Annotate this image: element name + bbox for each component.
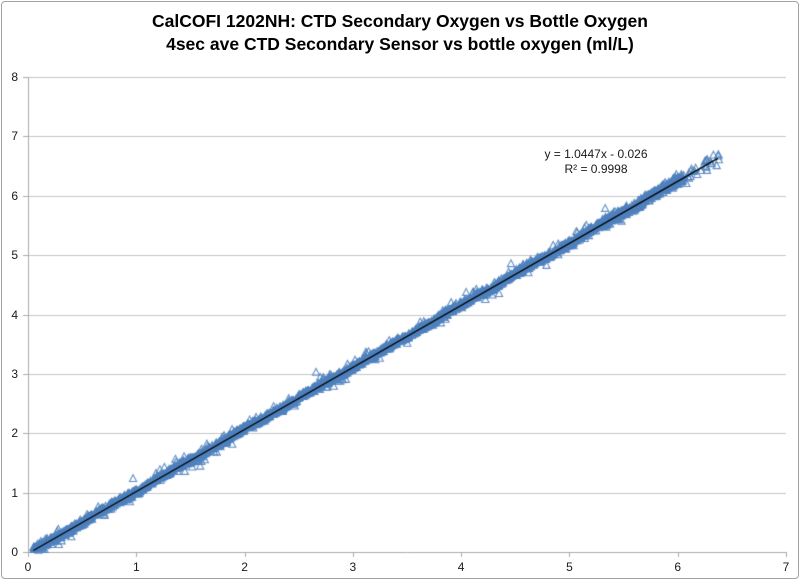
x-tick-label: 5 xyxy=(566,560,573,574)
y-tick-label: 8 xyxy=(11,70,18,84)
y-tick-label: 2 xyxy=(11,426,18,441)
trendline-equation-label: y = 1.0447x - 0.026 R² = 0.9998 xyxy=(520,147,672,177)
y-tick-label: 0 xyxy=(11,545,18,559)
y-tick-label: 1 xyxy=(11,485,18,500)
x-tick-label: 4 xyxy=(457,560,465,574)
chart-title-block: CalCOFI 1202NH: CTD Secondary Oxygen vs … xyxy=(2,10,798,56)
y-tick-label: 3 xyxy=(11,366,18,381)
trendline-r-squared-text: R² = 0.9998 xyxy=(564,162,628,176)
x-tick-label: 2 xyxy=(241,560,248,574)
trendline-equation-text: y = 1.0447x - 0.026 xyxy=(544,147,648,161)
y-tick-label: 5 xyxy=(11,248,18,263)
x-tick-label: 7 xyxy=(782,560,790,574)
x-tick-label: 3 xyxy=(349,560,357,574)
chart-title: CalCOFI 1202NH: CTD Secondary Oxygen vs … xyxy=(152,11,648,31)
x-tick-label: 0 xyxy=(24,560,32,574)
x-tick-label: 6 xyxy=(674,560,682,574)
chart-subtitle: 4sec ave CTD Secondary Sensor vs bottle … xyxy=(166,34,634,54)
y-tick-label: 4 xyxy=(11,307,18,322)
y-tick-label: 6 xyxy=(11,188,18,203)
x-tick-label: 1 xyxy=(132,560,140,574)
y-tick-label: 7 xyxy=(11,129,18,144)
